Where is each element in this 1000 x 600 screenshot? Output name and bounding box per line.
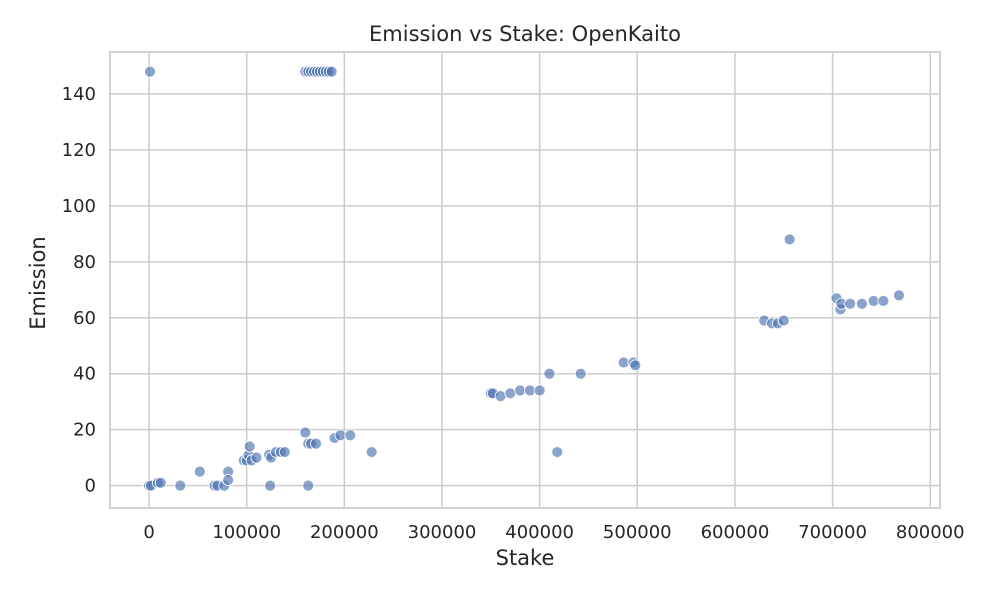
data-point: [867, 295, 880, 307]
x-tick-label: 600000: [701, 522, 770, 543]
x-tick-label: 700000: [798, 522, 867, 543]
data-point: [278, 446, 291, 458]
data-point: [193, 465, 206, 478]
data-point: [844, 297, 857, 310]
data-point: [302, 479, 315, 492]
data-point: [504, 387, 517, 400]
data-point: [629, 359, 642, 372]
data-point: [783, 233, 796, 246]
x-axis-label: Stake: [495, 546, 555, 570]
data-point: [855, 297, 868, 310]
y-tick-label: 20: [73, 420, 96, 441]
data-point: [264, 479, 277, 492]
data-point: [533, 384, 546, 397]
data-point: [574, 367, 587, 380]
y-tick-label: 80: [73, 252, 96, 273]
data-point: [543, 367, 556, 380]
x-tick-label: 800000: [896, 522, 965, 543]
data-point: [299, 426, 312, 439]
y-tick-label: 40: [73, 364, 96, 385]
data-point: [777, 314, 790, 327]
data-point: [877, 295, 890, 307]
data-point: [334, 429, 347, 442]
data-point: [243, 440, 256, 453]
x-tick-label: 100000: [212, 522, 281, 543]
data-point: [250, 451, 263, 464]
chart-title: Emission vs Stake: OpenKaito: [369, 22, 681, 46]
x-tick-label: 200000: [310, 522, 379, 543]
data-point: [617, 356, 630, 369]
data-point: [222, 474, 235, 486]
data-point: [365, 446, 378, 458]
data-point: [514, 384, 527, 397]
x-tick-label: 400000: [505, 522, 574, 543]
y-tick-label: 100: [62, 196, 96, 217]
y-tick-label: 60: [73, 308, 96, 329]
data-point: [551, 446, 564, 458]
data-point: [310, 437, 322, 450]
data-point: [325, 65, 338, 78]
y-tick-label: 0: [85, 476, 96, 497]
x-tick-label: 500000: [603, 522, 672, 543]
data-point: [144, 65, 156, 78]
data-point: [174, 479, 187, 492]
x-tick-label: 300000: [408, 522, 477, 543]
data-point: [893, 289, 905, 302]
data-point: [494, 390, 507, 402]
y-tick-label: 140: [62, 84, 96, 105]
plot-frame: [109, 51, 941, 509]
y-tick-label: 120: [62, 140, 96, 161]
data-point: [523, 384, 536, 397]
x-tick-label: 0: [143, 522, 154, 543]
y-axis-label: Emission: [26, 236, 50, 330]
data-point: [344, 429, 357, 442]
data-point: [154, 476, 167, 489]
